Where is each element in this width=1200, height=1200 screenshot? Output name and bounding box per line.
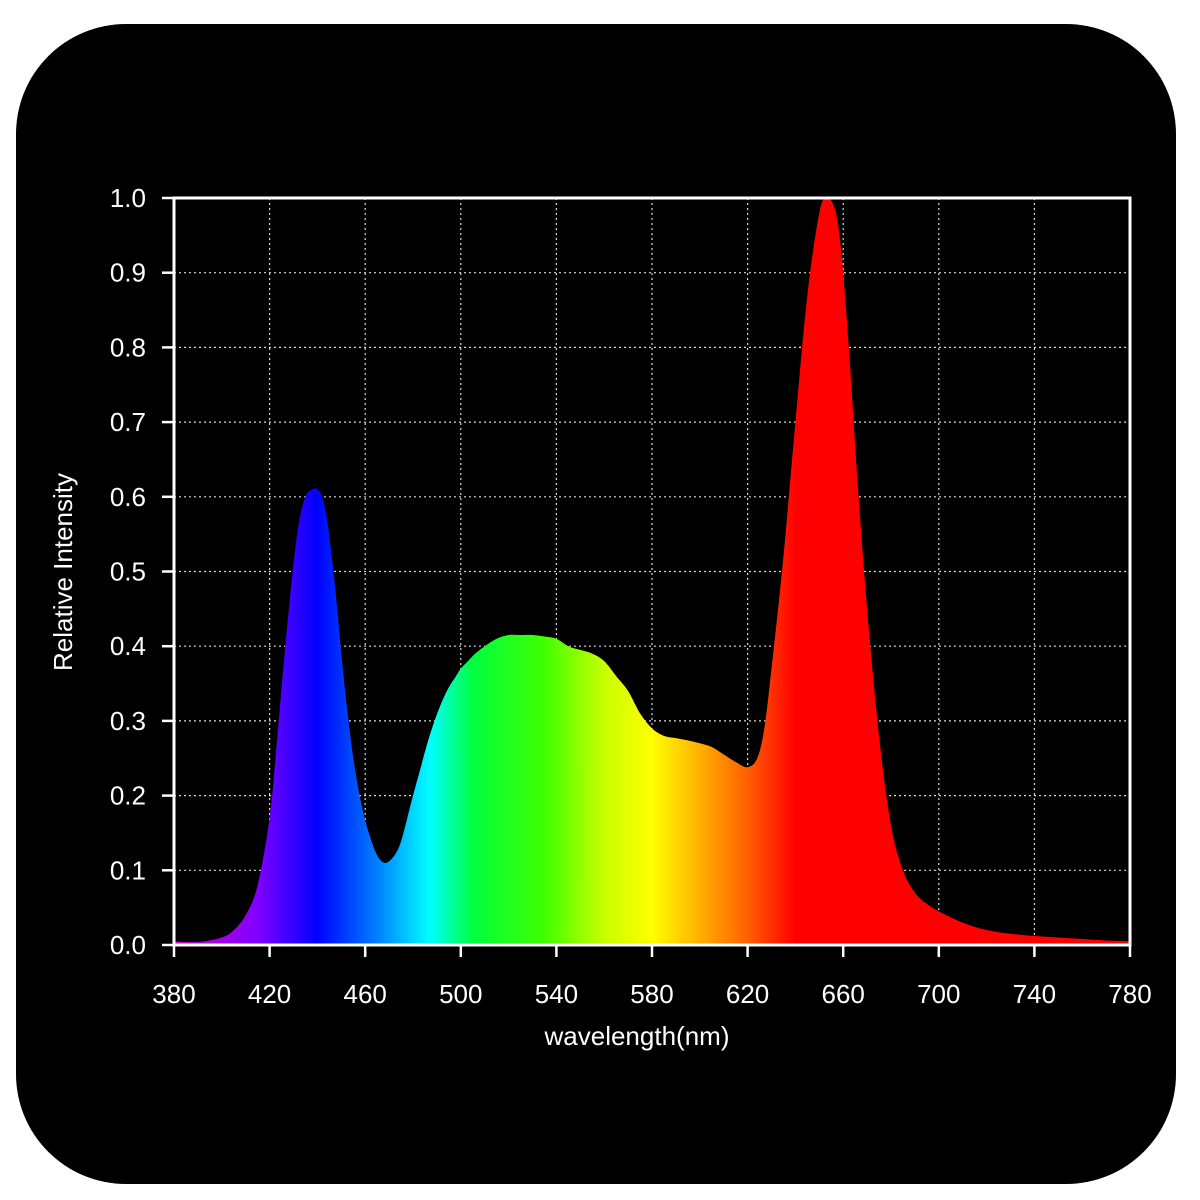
x-axis-title: wavelength(nm) (544, 1021, 730, 1051)
y-tick-label: 0.1 (110, 855, 146, 885)
x-tick-label: 660 (822, 979, 865, 1009)
chart-card (16, 24, 1176, 1184)
x-tick-label: 540 (535, 979, 578, 1009)
y-tick-label: 0.4 (110, 631, 146, 661)
x-tick-label: 740 (1013, 979, 1056, 1009)
y-tick-label: 0.2 (110, 781, 146, 811)
x-tick-label: 500 (439, 979, 482, 1009)
x-tick-label: 420 (248, 979, 291, 1009)
y-tick-label: 1.0 (110, 183, 146, 213)
x-tick-label: 700 (917, 979, 960, 1009)
x-axis-ticks: 380 420 460 500 540 580 620 660 700 740 780 (152, 945, 1152, 1009)
y-tick-label: 0.3 (110, 706, 146, 736)
x-tick-label: 380 (152, 979, 195, 1009)
x-tick-label: 580 (630, 979, 673, 1009)
x-tick-label: 780 (1108, 979, 1151, 1009)
y-tick-label: 0.0 (110, 930, 146, 960)
y-tick-label: 0.5 (110, 557, 146, 587)
x-tick-label: 460 (344, 979, 387, 1009)
spectrum-area (174, 198, 1130, 945)
y-tick-label: 0.8 (110, 332, 146, 362)
y-tick-label: 0.7 (110, 407, 146, 437)
grid (174, 198, 1130, 945)
y-axis-title: Relative Intensity (48, 473, 78, 671)
x-tick-label: 620 (726, 979, 769, 1009)
y-axis-ticks: 0.0 0.1 0.2 0.3 0.4 0.5 0.6 0.7 0.8 0.9 1.0 (110, 183, 174, 960)
y-tick-label: 0.6 (110, 482, 146, 512)
y-tick-label: 0.9 (110, 258, 146, 288)
